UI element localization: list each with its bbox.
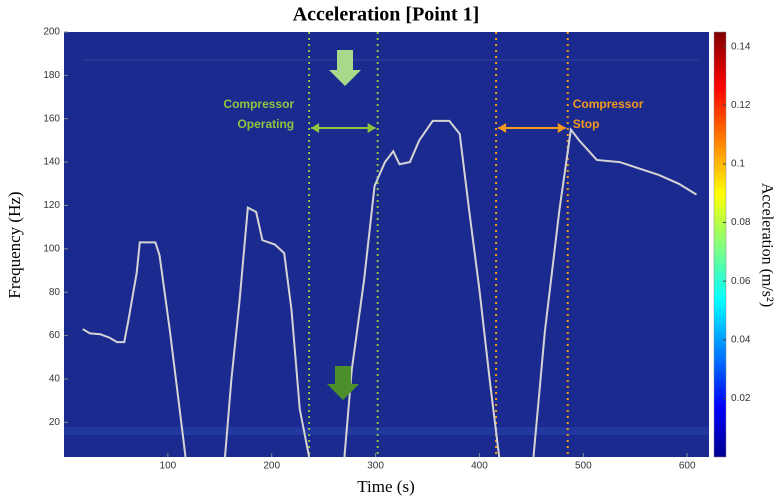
annotation-text: Compressor — [573, 97, 644, 111]
y-tick-label: 120 — [43, 200, 60, 211]
y-tick-label: 200 — [43, 27, 60, 38]
y-tick-label: 180 — [43, 70, 60, 81]
x-tick-label: 400 — [471, 461, 488, 472]
arrow-head — [367, 123, 376, 133]
colorbar-label: Acceleration (m/s²) — [758, 183, 775, 307]
indicator-arrow — [329, 50, 361, 86]
colorbar-tick-label: 0.08 — [731, 217, 751, 228]
colorbar-tick-label: 0.06 — [731, 276, 751, 287]
y-tick-label: 60 — [49, 330, 61, 341]
annotation-text: Operating — [237, 117, 294, 131]
colorbar-tick-label: 0.1 — [731, 159, 745, 170]
x-tick-label: 500 — [575, 461, 592, 472]
y-tick-label: 80 — [49, 287, 61, 298]
spectrogram-background — [64, 32, 709, 457]
texture — [64, 427, 709, 435]
x-tick-label: 200 — [263, 461, 280, 472]
annotation-text: Compressor — [223, 97, 294, 111]
y-tick-label: 40 — [49, 374, 61, 385]
annotation-text: Stop — [573, 117, 600, 131]
colorbar-tick-label: 0.14 — [731, 41, 751, 52]
y-tick-label: 140 — [43, 157, 60, 168]
y-tick-label: 20 — [49, 417, 61, 428]
x-tick-label: 300 — [367, 461, 384, 472]
frequency-line — [82, 119, 698, 458]
indicator-arrow — [327, 366, 359, 400]
y-tick-label: 160 — [43, 113, 60, 124]
arrow-head — [557, 123, 566, 133]
colorbar — [713, 31, 727, 458]
x-tick-label: 600 — [679, 461, 696, 472]
y-tick-label: 100 — [43, 243, 60, 254]
x-tick-label: 100 — [160, 461, 177, 472]
arrow-head — [498, 123, 507, 133]
chart-title: Acceleration [Point 1] — [293, 4, 480, 26]
arrow-head — [311, 123, 320, 133]
x-axis-label: Time (s) — [357, 477, 414, 496]
colorbar-tick-label: 0.04 — [731, 334, 751, 345]
colorbar-tick-label: 0.02 — [731, 393, 751, 404]
colorbar-tick-label: 0.12 — [731, 100, 751, 111]
y-axis-label: Frequency (Hz) — [5, 191, 24, 298]
